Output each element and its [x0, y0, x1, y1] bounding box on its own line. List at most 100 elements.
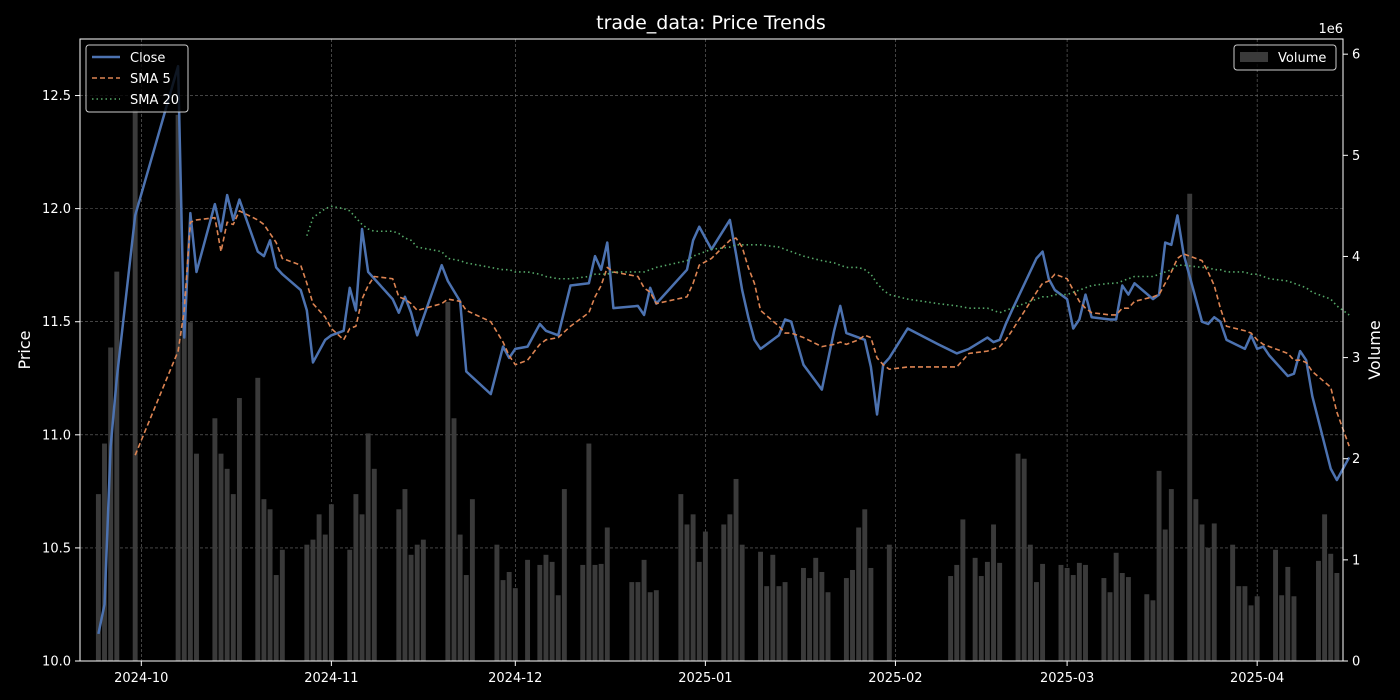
legend-right: Volume	[1233, 44, 1337, 71]
volume-bar-116	[1211, 523, 1217, 661]
volume-bar-14	[255, 377, 261, 661]
volume-bar-107	[1144, 594, 1150, 661]
volume-bar-109	[1156, 470, 1162, 661]
volume-bar-37	[463, 575, 469, 661]
volume-bar-64	[721, 524, 727, 661]
volume-bar-22	[322, 534, 328, 661]
volume-bar-103	[1107, 592, 1113, 661]
volume-bar-88	[978, 576, 984, 661]
volume-bar-0	[95, 494, 101, 661]
volume-bar-10	[218, 453, 224, 661]
y2-tick-label-3: 3	[1352, 351, 1360, 366]
volume-bar-63	[702, 531, 708, 661]
volume-bar-38	[469, 499, 475, 661]
volume-bar-117	[1230, 544, 1236, 661]
volume-bar-67	[739, 544, 745, 661]
volume-bar-75	[813, 557, 819, 661]
volume-bar-70	[770, 554, 776, 661]
volume-bar-49	[580, 564, 586, 661]
volume-bar-87	[972, 557, 978, 661]
volume-bar-5	[175, 114, 181, 662]
volume-bar-108	[1150, 600, 1156, 661]
volume-bar-26	[359, 514, 365, 661]
volume-bar-19	[304, 544, 310, 661]
legend-label-sma20: SMA 20	[130, 93, 179, 108]
volume-bar-2	[108, 347, 114, 661]
legend-label-volume: Volume	[1278, 51, 1326, 66]
volume-bar-81	[862, 509, 868, 661]
volume-bar-126	[1316, 560, 1321, 661]
volume-bar-57	[647, 592, 653, 661]
volume-bar-62	[696, 561, 702, 661]
volume-bar-83	[886, 544, 892, 661]
volume-bar-73	[801, 567, 806, 661]
y-tick-label-4: 12.0	[42, 202, 71, 217]
volume-bar-106	[1125, 577, 1131, 661]
volume-bar-127	[1322, 514, 1328, 661]
volume-bar-113	[1193, 499, 1199, 661]
volume-bar-9	[212, 418, 218, 661]
volume-bar-69	[764, 586, 770, 661]
volume-bar-31	[408, 554, 414, 661]
volume-bar-20	[310, 539, 316, 661]
volume-bar-39	[494, 544, 500, 661]
volume-bar-86	[960, 519, 966, 661]
y-tick-label-1: 10.5	[42, 541, 71, 556]
volume-bar-102	[1101, 578, 1107, 661]
volume-bar-32	[414, 544, 420, 661]
chart-title: trade_data: Price Trends	[596, 12, 826, 34]
volume-bar-21	[316, 514, 322, 661]
y-axis-right: 0 1 2 3 4 5 6	[1343, 48, 1360, 670]
volume-bar-47	[555, 595, 561, 661]
volume-bar-74	[807, 578, 813, 661]
volume-bar-104	[1113, 552, 1119, 661]
volume-bar-33	[420, 539, 426, 661]
volume-bar-48	[561, 489, 567, 661]
volume-bar-92	[1015, 453, 1021, 661]
volume-bar-94	[1027, 544, 1033, 661]
x-tick-label-2: 2024-12	[488, 671, 542, 686]
volume-bar-1	[102, 443, 107, 661]
volume-bar-27	[365, 433, 371, 661]
y2-tick-label-2: 2	[1352, 452, 1360, 467]
volume-bar-24	[347, 549, 353, 661]
plot-frame	[79, 38, 1344, 662]
volume-bar-82	[868, 567, 874, 661]
volume-bar-89	[984, 561, 990, 661]
volume-bar-115	[1205, 547, 1211, 661]
x-axis: 2024-10 2024-11 2024-12 2025-01 2025-02 2025-…	[114, 661, 1284, 686]
volume-bar-96	[1040, 563, 1046, 661]
volume-bar-95	[1033, 582, 1039, 661]
volume-bar-54	[629, 582, 635, 661]
volume-bar-8	[194, 453, 199, 661]
volume-bar-55	[635, 582, 641, 661]
y-axis-left: 10.0 10.5 11.0 11.5 12.0 12.5	[42, 89, 80, 670]
y2-tick-label-4: 4	[1352, 250, 1360, 265]
volume-bar-112	[1187, 193, 1193, 662]
volume-bar-23	[328, 504, 334, 661]
y-axis-label: Price	[15, 330, 34, 369]
y-tick-label-5: 12.5	[42, 89, 71, 104]
volume-bar-105	[1119, 573, 1125, 661]
volume-bar-43	[525, 559, 531, 661]
volume-bar-44	[537, 564, 543, 661]
volume-bar-121	[1254, 596, 1260, 661]
volume-bar-110	[1162, 529, 1168, 661]
volume-bar-18	[279, 549, 285, 661]
y2-tick-label-0: 0	[1352, 655, 1360, 670]
volume-bar-53	[604, 527, 610, 661]
volume-bar-84	[948, 576, 954, 661]
volume-bars	[95, 109, 1340, 662]
series-line-close	[97, 64, 1351, 635]
x-tick-label-1: 2024-11	[304, 671, 358, 686]
volume-bar-25	[353, 494, 359, 661]
volume-bar-123	[1279, 595, 1285, 661]
y2-tick-label-5: 5	[1352, 149, 1360, 164]
volume-bar-46	[549, 561, 555, 661]
series-line-sma-5	[134, 210, 1350, 456]
volume-bar-99	[1070, 575, 1076, 661]
volume-bar-79	[850, 569, 855, 661]
volume-bar-93	[1021, 458, 1027, 661]
volume-bar-68	[758, 551, 764, 661]
volume-bar-118	[1236, 586, 1242, 661]
